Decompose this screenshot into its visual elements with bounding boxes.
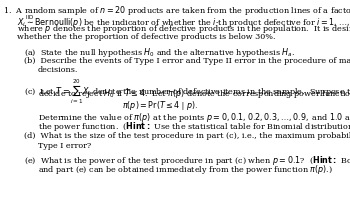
- Text: decisions.: decisions.: [38, 66, 78, 74]
- Text: (e)  What is the power of the test procedure in part (c) when $p = 0.1$?  ($\mat: (e) What is the power of the test proced…: [24, 153, 350, 166]
- Text: Determine the value of $\pi(p)$ at the points $p = 0, 0.1, 0.2, 0.3, \ldots, 0.9: Determine the value of $\pi(p)$ at the p…: [38, 110, 350, 123]
- Text: $\pi(p) = \Pr(T \leq 4 \mid p).$: $\pi(p) = \Pr(T \leq 4 \mid p).$: [122, 99, 198, 112]
- Text: the power function.  ($\mathbf{Hint:}$ Use the statistical table for Binomial di: the power function. ($\mathbf{Hint:}$ Us…: [38, 120, 350, 133]
- Text: Type I error?: Type I error?: [38, 141, 91, 149]
- Text: 1.  A random sample of $n = 20$ products are taken from the production lines of : 1. A random sample of $n = 20$ products …: [3, 4, 350, 17]
- Text: decide to reject $H_0$ if $T \leq 4$.  Let $\pi(p)$ denote the corresponding pow: decide to reject $H_0$ if $T \leq 4$. Le…: [38, 87, 350, 100]
- Text: whether the the proportion of defective products is below 30%.: whether the the proportion of defective …: [17, 33, 275, 41]
- Text: $X_i \overset{\mathrm{IID}}{\sim} \mathrm{Bernoulli}(p)$ be the indicator of whe: $X_i \overset{\mathrm{IID}}{\sim} \mathr…: [17, 14, 350, 30]
- Text: (d)  What is the size of the test procedure in part (c), i.e., the maximum proba: (d) What is the size of the test procedu…: [24, 132, 350, 140]
- Text: (c)  Let $T = \sum_{i=1}^{20} X_i$ denote the number of defective items in the s: (c) Let $T = \sum_{i=1}^{20} X_i$ denote…: [24, 77, 350, 106]
- Text: (b)  Describe the events of Type I error and Type II error in the procedure of m: (b) Describe the events of Type I error …: [24, 56, 350, 64]
- Text: and part (e) can be obtained immediately from the power function $\pi(p)$.): and part (e) can be obtained immediately…: [38, 163, 333, 176]
- Text: (a)  State the null hypothesis $H_0$ and the alternative hypothesis $H_a$.: (a) State the null hypothesis $H_0$ and …: [24, 45, 295, 58]
- Text: where $p$ denotes the proportion of defective products in the population.  It is: where $p$ denotes the proportion of defe…: [17, 23, 350, 35]
